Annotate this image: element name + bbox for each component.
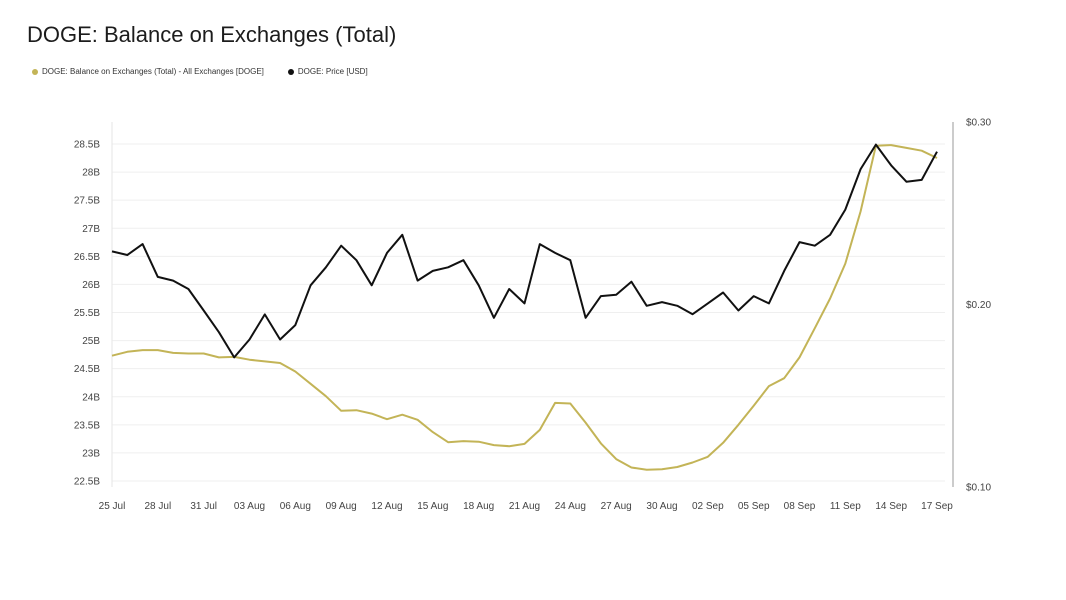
legend-item-price[interactable]: DOGE: Price [USD] — [287, 67, 368, 76]
y-left-tick-label: 23B — [82, 448, 100, 459]
x-tick-label: 21 Aug — [509, 501, 540, 512]
y-left-tick-label: 28B — [82, 168, 100, 179]
y-right-tick-label: $0.20 — [966, 300, 991, 311]
x-tick-label: 15 Aug — [417, 501, 448, 512]
legend-label-price: DOGE: Price [USD] — [297, 67, 368, 76]
legend-label-balance: DOGE: Balance on Exchanges (Total) - All… — [42, 67, 264, 76]
legend: DOGE: Balance on Exchanges (Total) - All… — [32, 67, 368, 76]
chart-title: DOGE: Balance on Exchanges (Total) — [27, 22, 397, 47]
y-left-tick-label: 28.5B — [74, 140, 100, 151]
x-tick-label: 25 Jul — [99, 501, 126, 512]
x-tick-label: 08 Sep — [784, 501, 816, 512]
x-tick-label: 06 Aug — [280, 501, 311, 512]
y-left-tick-label: 22.5B — [74, 477, 100, 488]
x-tick-label: 30 Aug — [646, 501, 677, 512]
y-left-tick-label: 25B — [82, 336, 100, 347]
x-tick-label: 17 Sep — [921, 501, 953, 512]
x-tick-label: 03 Aug — [234, 501, 265, 512]
legend-item-balance[interactable]: DOGE: Balance on Exchanges (Total) - All… — [32, 67, 264, 76]
y-left-tick-label: 27B — [82, 224, 100, 235]
x-tick-label: 14 Sep — [875, 501, 907, 512]
y-left-tick-label: 23.5B — [74, 420, 100, 431]
x-tick-label: 02 Sep — [692, 501, 724, 512]
legend-dot-price-icon — [287, 68, 294, 75]
y-right-tick-label: $0.30 — [966, 118, 991, 129]
y-right-tick-label: $0.10 — [966, 483, 991, 494]
x-tick-label: 24 Aug — [555, 501, 586, 512]
x-tick-label: 09 Aug — [326, 501, 357, 512]
y-left-tick-label: 24B — [82, 392, 100, 403]
series-balance-line — [111, 144, 938, 471]
series-price-line — [111, 143, 938, 359]
x-tick-label: 05 Sep — [738, 501, 770, 512]
x-tick-label: 27 Aug — [601, 501, 632, 512]
x-tick-label: 12 Aug — [371, 501, 402, 512]
x-tick-label: 18 Aug — [463, 501, 494, 512]
y-left-tick-label: 26.5B — [74, 252, 100, 263]
y-left-tick-label: 25.5B — [74, 308, 100, 319]
y-left-tick-label: 26B — [82, 280, 100, 291]
x-tick-label: 28 Jul — [144, 501, 171, 512]
x-tick-label: 11 Sep — [830, 501, 861, 512]
y-left-tick-label: 24.5B — [74, 364, 100, 375]
legend-dot-balance-icon — [32, 68, 38, 75]
y-left-tick-label: 27.5B — [74, 196, 100, 207]
x-tick-label: 31 Jul — [190, 501, 217, 512]
